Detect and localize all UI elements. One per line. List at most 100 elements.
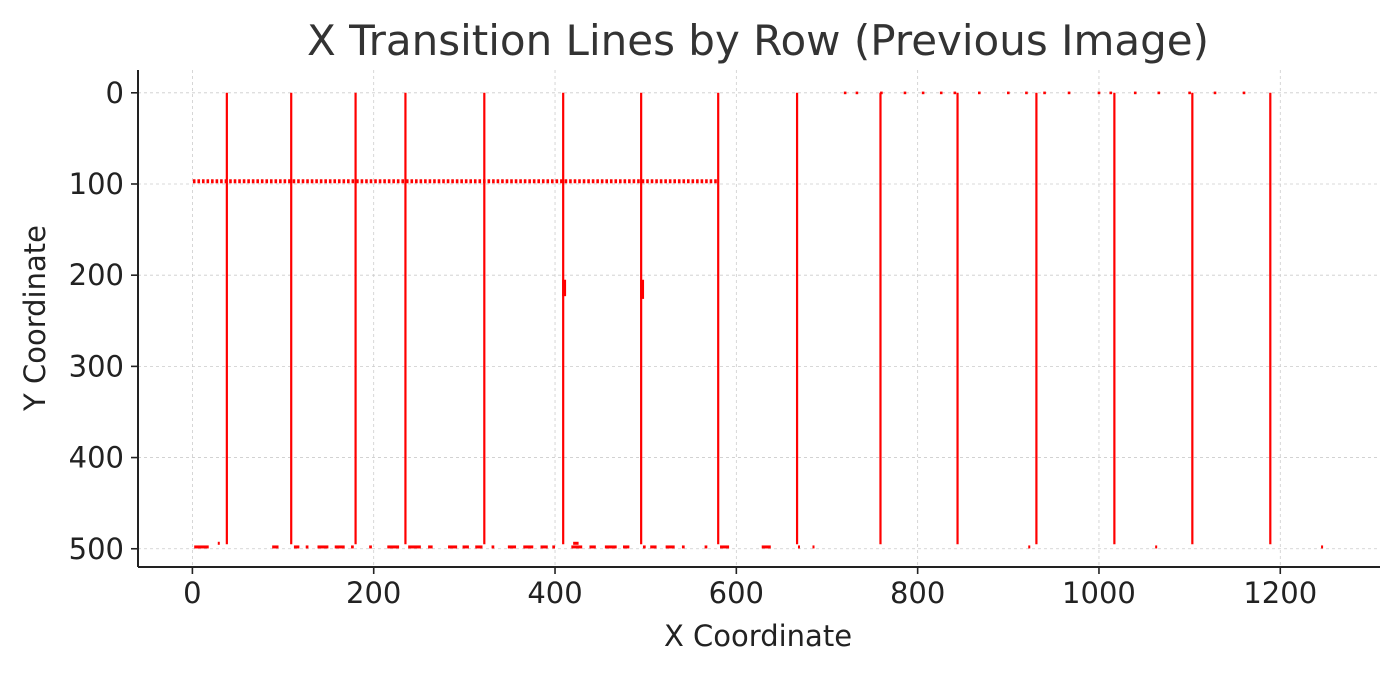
transition-segment — [761, 545, 771, 549]
transition-point — [492, 179, 495, 184]
transition-segment — [491, 545, 495, 549]
transition-point — [233, 179, 237, 184]
transition-point — [415, 179, 418, 184]
transition-segment — [428, 545, 433, 549]
transition-point — [977, 91, 981, 95]
transition-segment — [217, 541, 220, 545]
transition-point — [1188, 91, 1191, 95]
transition-point — [220, 179, 223, 184]
transition-point — [387, 179, 391, 184]
transition-segment — [681, 545, 685, 549]
transition-segment — [665, 545, 675, 549]
transition-point — [1043, 91, 1046, 95]
transition-point — [374, 179, 377, 184]
transition-segment — [334, 545, 345, 549]
transition-segment — [704, 545, 708, 549]
transition-segment — [351, 545, 354, 549]
transition-segment — [623, 545, 630, 549]
transition-segment — [797, 545, 800, 549]
transition-point — [265, 179, 269, 184]
transition-segment — [720, 545, 730, 549]
transition-segment — [571, 545, 583, 549]
transition-point — [315, 179, 318, 184]
transition-point — [618, 179, 622, 184]
transition-segment — [523, 545, 534, 549]
transition-point — [360, 179, 364, 184]
transition-point — [560, 179, 563, 184]
transition-point — [229, 179, 232, 184]
transition-point — [197, 179, 201, 184]
transition-point — [505, 179, 509, 184]
transition-point — [843, 91, 847, 95]
transition-point — [519, 179, 522, 184]
transition-point — [319, 179, 323, 184]
y-tick-label: 400 — [69, 441, 124, 475]
transition-point — [211, 179, 214, 184]
transition-point — [487, 179, 491, 184]
transition-point — [192, 179, 196, 184]
transition-point — [528, 179, 531, 184]
transition-segment — [317, 545, 329, 549]
y-tick-label: 100 — [69, 167, 124, 201]
transition-segment — [1155, 545, 1158, 549]
transition-point — [1007, 91, 1010, 95]
transition-point — [641, 179, 645, 184]
transition-point — [396, 179, 400, 184]
transition-point — [637, 179, 640, 184]
transition-segment — [1321, 545, 1324, 549]
transition-point — [855, 91, 859, 95]
transition-segment — [194, 545, 209, 549]
transition-point — [541, 179, 545, 184]
transition-point — [623, 179, 627, 184]
transition-point — [369, 179, 373, 184]
transition-point — [1109, 91, 1113, 95]
transition-point — [297, 179, 300, 184]
transition-point — [596, 179, 599, 184]
transition-point — [424, 179, 427, 184]
transition-point — [328, 179, 332, 184]
x-axis-label: X Coordinate — [664, 619, 852, 653]
transition-point — [496, 179, 500, 184]
transition-point — [700, 179, 704, 184]
transition-point — [473, 179, 477, 184]
transition-point — [673, 179, 676, 184]
transition-point — [682, 179, 686, 184]
transition-point — [569, 179, 572, 184]
x-tick-label: 1200 — [1243, 576, 1317, 610]
transition-point — [405, 179, 409, 184]
transition-point — [650, 179, 654, 184]
transition-point — [921, 91, 925, 95]
transition-point — [514, 179, 518, 184]
transition-point — [365, 179, 368, 184]
transition-point — [614, 179, 618, 184]
transition-point — [478, 179, 482, 184]
transition-point — [383, 179, 386, 184]
transition-point — [401, 179, 405, 184]
transition-point — [677, 179, 681, 184]
transition-point — [582, 179, 586, 184]
transition-point — [1067, 91, 1071, 95]
transition-segment — [650, 545, 657, 549]
transition-point — [903, 91, 907, 95]
transition-point — [464, 179, 468, 184]
transition-point — [609, 179, 613, 184]
transition-point — [437, 179, 441, 184]
transition-point — [939, 91, 943, 95]
transition-point — [532, 179, 536, 184]
transition-point — [301, 179, 305, 184]
transition-point — [555, 179, 559, 184]
transition-segment — [462, 545, 469, 549]
transition-point — [1133, 91, 1137, 95]
transition-point — [664, 179, 667, 184]
transition-point — [292, 179, 296, 184]
y-tick-label: 500 — [69, 532, 124, 566]
transition-point — [433, 179, 436, 184]
transition-point — [442, 179, 445, 184]
transition-segment — [589, 545, 596, 549]
transition-point — [600, 179, 604, 184]
transition-point — [709, 179, 713, 184]
transition-point — [247, 179, 250, 184]
transition-segment — [642, 545, 646, 549]
y-tick-label: 0 — [106, 76, 124, 110]
y-axis-ticks: 0 100 200 300 400 500 — [69, 76, 138, 566]
